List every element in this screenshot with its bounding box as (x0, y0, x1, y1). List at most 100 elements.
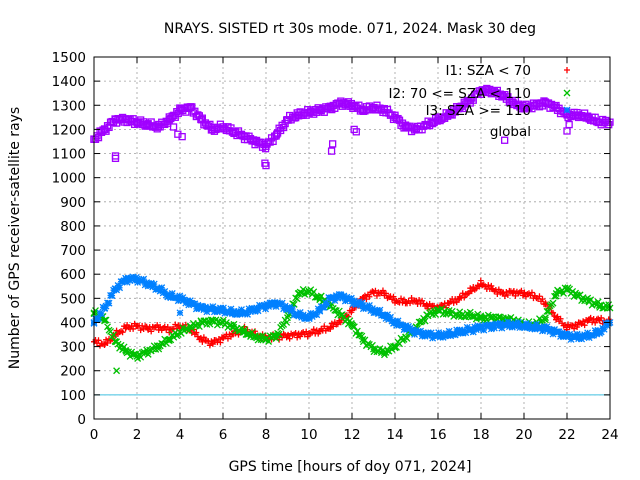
data-point (317, 292, 325, 300)
data-point (461, 294, 468, 301)
data-point (366, 293, 373, 300)
y-tick-label: 1200 (52, 122, 86, 138)
series-3 (90, 84, 614, 153)
data-point (521, 289, 528, 296)
data-point (102, 316, 110, 324)
data-point (164, 324, 171, 331)
data-point (148, 328, 155, 335)
data-point (176, 292, 184, 300)
data-point (603, 304, 611, 312)
data-point (154, 322, 161, 329)
data-point (456, 326, 464, 334)
data-point (215, 336, 222, 342)
data-point (98, 310, 105, 318)
data-point (520, 324, 528, 332)
data-point (605, 301, 613, 309)
data-point (185, 301, 193, 309)
data-point (488, 282, 495, 289)
outlier-point (262, 161, 270, 170)
data-point (247, 308, 254, 316)
y-tick-label: 800 (60, 219, 86, 235)
data-point (450, 299, 457, 306)
data-point (435, 329, 443, 337)
data-point (421, 332, 429, 340)
data-point (573, 330, 581, 338)
data-point (420, 329, 428, 337)
data-point (576, 332, 584, 339)
data-point (337, 319, 344, 326)
data-point (441, 332, 449, 340)
data-point (591, 327, 599, 335)
data-point (542, 326, 549, 334)
data-point (496, 319, 504, 327)
data-point (321, 323, 328, 330)
x-tick-label: 18 (472, 427, 489, 443)
data-point (372, 287, 379, 294)
data-point (423, 301, 430, 308)
outlier-point (327, 147, 336, 155)
data-point (373, 292, 380, 299)
data-point (444, 332, 452, 339)
series-2 (90, 273, 614, 343)
data-point (537, 324, 545, 332)
data-point (582, 333, 590, 341)
data-point (502, 321, 510, 329)
y-tick-label: 1300 (52, 98, 86, 114)
data-point (605, 319, 613, 327)
data-point (225, 309, 233, 317)
x-tick-label: 10 (300, 427, 317, 443)
data-point (330, 323, 337, 330)
data-point (424, 329, 432, 337)
data-point (459, 329, 467, 337)
data-point (323, 300, 331, 308)
x-tick-label: 24 (601, 427, 618, 443)
data-point (487, 325, 495, 333)
legend-marker (563, 127, 571, 135)
data-point (454, 329, 462, 337)
data-point (471, 323, 479, 331)
data-point (105, 299, 113, 307)
data-point (350, 297, 358, 305)
x-tick-label: 20 (515, 427, 532, 443)
y-tick-label: 1000 (52, 171, 86, 187)
data-point (297, 333, 304, 340)
data-point (421, 317, 429, 325)
data-point (201, 317, 209, 325)
data-point (294, 334, 301, 341)
data-point (463, 323, 471, 331)
data-point (186, 297, 194, 305)
data-point (209, 341, 216, 348)
data-point (224, 335, 231, 342)
data-point (587, 314, 594, 321)
y-tick-label: 900 (60, 195, 86, 211)
x-tick-label: 0 (90, 427, 99, 443)
data-point (261, 145, 270, 153)
data-point (394, 114, 402, 123)
data-point (459, 290, 466, 297)
data-point (110, 331, 118, 339)
outlier-point (169, 123, 178, 131)
data-point (173, 294, 181, 302)
data-point (522, 319, 530, 327)
data-point (453, 326, 461, 334)
data-point (555, 328, 563, 336)
data-point (295, 312, 303, 320)
data-point (147, 279, 155, 287)
legend-marker (563, 89, 571, 97)
data-point (494, 291, 501, 298)
data-point (201, 303, 209, 311)
data-point (361, 292, 368, 299)
data-point (286, 303, 294, 311)
data-point (490, 324, 498, 332)
y-tick-label: 700 (60, 243, 86, 259)
data-point (203, 308, 211, 316)
legend-label: global (490, 124, 531, 140)
data-point (140, 275, 148, 283)
data-point (161, 287, 169, 295)
data-point (394, 317, 402, 325)
data-point (132, 274, 140, 281)
data-point (337, 291, 345, 299)
data-point (104, 339, 111, 346)
data-point (95, 315, 102, 322)
